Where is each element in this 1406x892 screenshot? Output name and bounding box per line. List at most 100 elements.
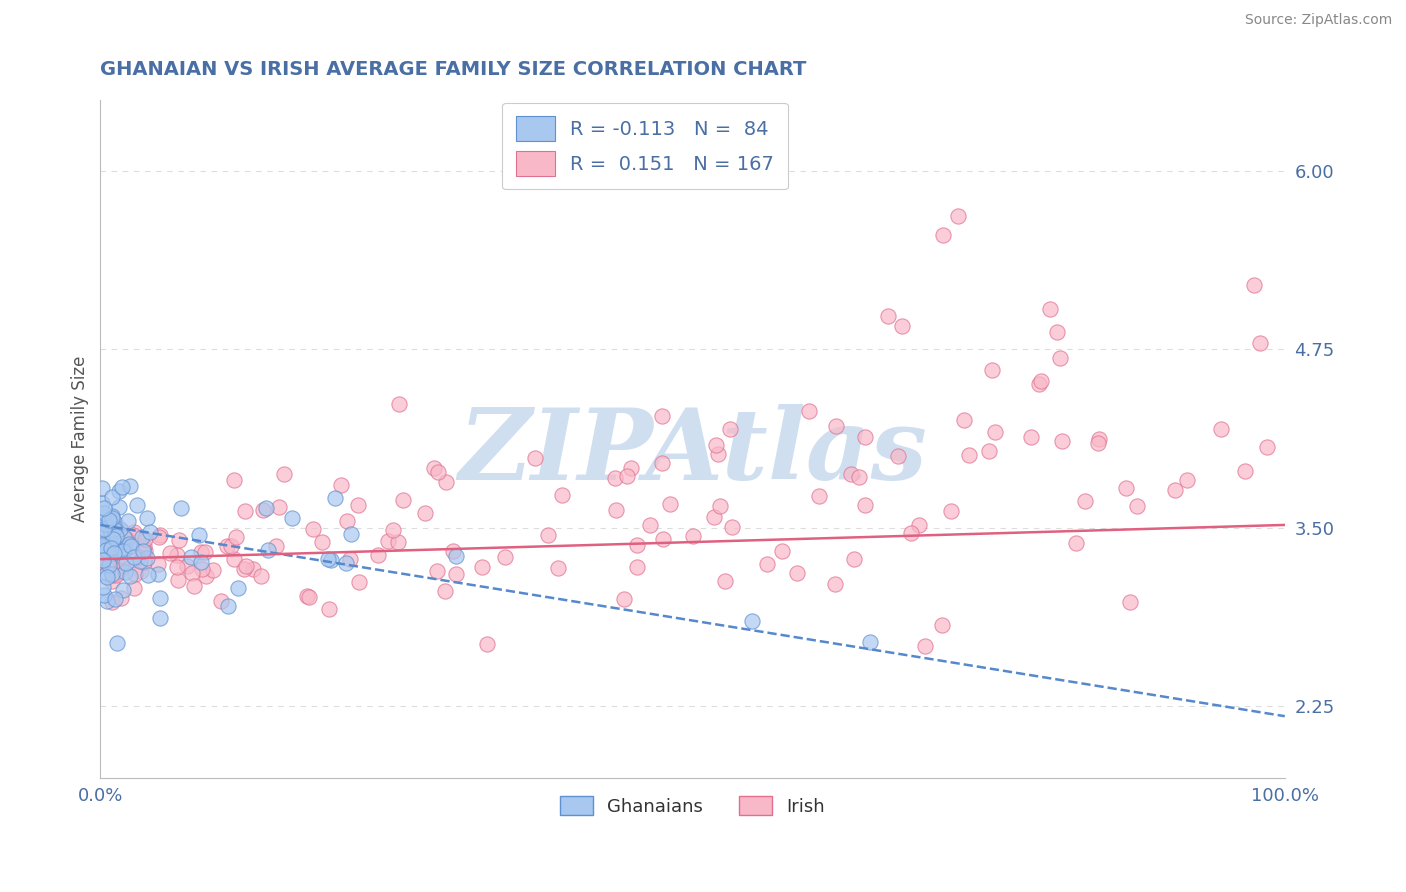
Point (100, 541, 122, 556)
Point (316, 551, 339, 566)
Point (616, 468, 638, 483)
Point (148, 530, 170, 544)
Point (91, 537, 114, 551)
Point (97, 558, 120, 572)
Point (110, 591, 132, 605)
Legend: Ghanaians, Irish: Ghanaians, Irish (553, 789, 832, 822)
Point (249, 569, 271, 583)
Point (444, 549, 467, 564)
Point (187, 528, 209, 542)
Point (336, 514, 359, 528)
Point (426, 564, 449, 578)
Point (1249, 336, 1271, 351)
Point (190, 555, 212, 569)
Point (111, 524, 134, 539)
Point (219, 539, 242, 553)
Point (347, 498, 370, 512)
Point (132, 543, 155, 558)
Point (101, 574, 124, 588)
Point (339, 552, 361, 566)
Point (620, 461, 643, 475)
Point (441, 544, 464, 558)
Point (939, 504, 962, 518)
Point (93, 506, 115, 520)
Point (90, 550, 112, 565)
Point (91, 559, 114, 574)
Point (110, 522, 132, 536)
Point (115, 557, 138, 571)
Point (107, 541, 129, 556)
Point (524, 450, 547, 465)
Point (1088, 432, 1111, 446)
Point (839, 467, 862, 482)
Point (377, 533, 399, 548)
Point (932, 227, 955, 242)
Point (108, 484, 131, 499)
Point (97, 513, 120, 527)
Point (176, 559, 198, 574)
Point (550, 488, 572, 502)
Point (427, 465, 450, 479)
Point (1064, 536, 1087, 550)
Point (349, 575, 371, 590)
Point (434, 475, 457, 489)
Point (169, 501, 191, 516)
Point (129, 554, 152, 568)
Point (808, 489, 831, 503)
Point (475, 637, 498, 651)
Point (136, 511, 159, 525)
Point (201, 564, 224, 578)
Point (93, 517, 115, 532)
Point (413, 506, 436, 520)
Point (235, 504, 257, 518)
Point (96, 594, 118, 608)
Point (1046, 325, 1069, 339)
Point (957, 448, 980, 462)
Point (111, 582, 134, 597)
Point (323, 491, 346, 505)
Point (110, 558, 132, 572)
Point (302, 523, 325, 537)
Point (93, 588, 115, 602)
Point (101, 567, 124, 582)
Point (318, 601, 340, 615)
Point (770, 544, 793, 558)
Point (195, 569, 218, 583)
Point (149, 591, 172, 605)
Point (626, 538, 648, 552)
Point (115, 533, 138, 548)
Point (1074, 493, 1097, 508)
Point (93, 522, 115, 536)
Point (709, 499, 731, 513)
Point (96, 566, 118, 580)
Point (388, 397, 411, 411)
Point (107, 565, 129, 579)
Point (112, 542, 135, 557)
Point (167, 533, 190, 548)
Point (703, 510, 725, 524)
Point (91, 552, 114, 566)
Point (714, 574, 737, 588)
Point (91, 580, 114, 594)
Point (824, 577, 846, 591)
Point (444, 566, 467, 581)
Point (91, 496, 114, 510)
Point (824, 419, 846, 434)
Point (984, 425, 1007, 439)
Point (980, 363, 1002, 377)
Point (122, 524, 145, 539)
Point (718, 422, 741, 436)
Point (107, 551, 129, 566)
Point (547, 560, 569, 574)
Point (254, 500, 277, 515)
Point (235, 559, 257, 574)
Point (183, 579, 205, 593)
Point (1115, 481, 1137, 495)
Point (706, 437, 728, 451)
Point (613, 591, 636, 606)
Point (100, 566, 122, 581)
Point (118, 479, 141, 493)
Point (931, 618, 953, 632)
Point (112, 543, 135, 558)
Point (91, 555, 114, 569)
